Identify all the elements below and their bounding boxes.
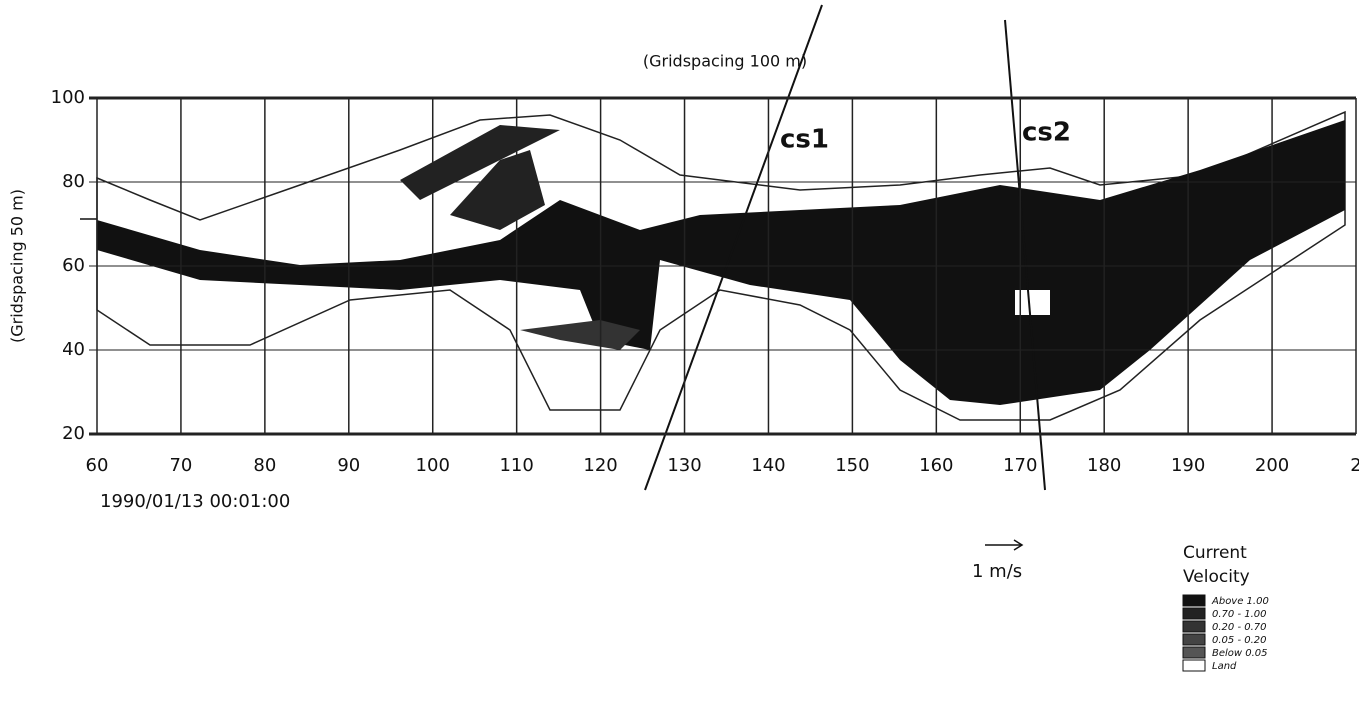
legend-entry: Below 0.05 — [1212, 648, 1268, 659]
annotation: cs2 — [1022, 118, 1071, 148]
y-tick-label: 80 — [62, 171, 85, 192]
x-tick-label: 140 — [751, 455, 785, 476]
legend-swatch — [1183, 634, 1205, 645]
x-tick-label: 110 — [499, 455, 533, 476]
legend-entry: 0.20 - 0.70 — [1212, 622, 1267, 633]
annotation: cs1 — [780, 125, 829, 155]
x-tick-label: 120 — [583, 455, 617, 476]
x-tick-label: 160 — [919, 455, 953, 476]
x-tick-label: 170 — [1003, 455, 1037, 476]
x-tick-label: 180 — [1087, 455, 1121, 476]
x-tick-label: 190 — [1171, 455, 1205, 476]
legend-swatch — [1183, 595, 1205, 606]
x-tick-label: 90 — [337, 455, 360, 476]
legend-swatch — [1183, 608, 1205, 619]
legend-entry: 0.70 - 1.00 — [1212, 609, 1267, 620]
scale-label: 1 m/s — [972, 561, 1022, 582]
chart: 6070809010011012013014015016017018019020… — [0, 0, 1359, 711]
x-tick-label: 80 — [253, 455, 276, 476]
x-tick-label: 70 — [169, 455, 192, 476]
y-tick-label: 20 — [62, 423, 85, 444]
timestamp: 1990/01/13 00:01:00 — [100, 491, 290, 512]
y-tick-label: 40 — [62, 339, 85, 360]
chart-title: (Gridspacing 100 m) — [643, 52, 807, 71]
legend-entry: 0.05 - 0.20 — [1212, 635, 1267, 646]
legend-entry: Above 1.00 — [1211, 596, 1269, 607]
y-tick-label: 60 — [62, 255, 85, 276]
x-tick-label: 2 — [1350, 455, 1359, 476]
x-tick-label: 150 — [835, 455, 869, 476]
legend-title: Current — [1183, 543, 1247, 563]
legend-entry: Land — [1212, 661, 1237, 672]
y-axis-label: (Gridspacing 50 m) — [8, 189, 27, 343]
x-tick-label: 130 — [667, 455, 701, 476]
legend-swatch — [1183, 660, 1205, 671]
y-tick-label: 100 — [51, 87, 85, 108]
x-tick-label: 200 — [1255, 455, 1289, 476]
x-tick-label: 60 — [86, 455, 109, 476]
x-tick-label: 100 — [416, 455, 450, 476]
legend-swatch — [1183, 621, 1205, 632]
legend-swatch — [1183, 647, 1205, 658]
legend-title: Velocity — [1183, 567, 1250, 587]
